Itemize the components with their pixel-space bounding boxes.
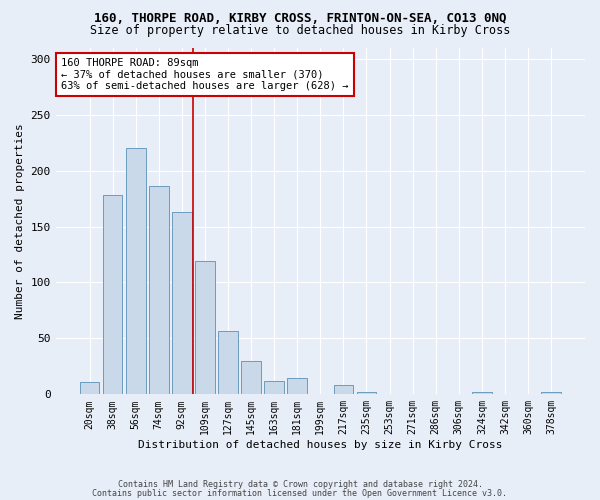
Bar [103, 195, 122, 394]
Bar [172, 212, 191, 394]
Text: 160, THORPE ROAD, KIRBY CROSS, FRINTON-ON-SEA, CO13 0NQ: 160, THORPE ROAD, KIRBY CROSS, FRINTON-O… [94, 12, 506, 26]
Bar [334, 386, 353, 394]
Y-axis label: Number of detached properties: Number of detached properties [15, 123, 25, 319]
X-axis label: Distribution of detached houses by size in Kirby Cross: Distribution of detached houses by size … [138, 440, 503, 450]
Bar [541, 392, 561, 394]
Bar [149, 186, 169, 394]
Bar [356, 392, 376, 394]
Bar [287, 378, 307, 394]
Bar [241, 361, 261, 394]
Bar [126, 148, 146, 394]
Bar [80, 382, 100, 394]
Bar [195, 261, 215, 394]
Text: Contains public sector information licensed under the Open Government Licence v3: Contains public sector information licen… [92, 489, 508, 498]
Text: Contains HM Land Registry data © Crown copyright and database right 2024.: Contains HM Land Registry data © Crown c… [118, 480, 482, 489]
Text: 160 THORPE ROAD: 89sqm
← 37% of detached houses are smaller (370)
63% of semi-de: 160 THORPE ROAD: 89sqm ← 37% of detached… [61, 58, 349, 91]
Bar [472, 392, 492, 394]
Bar [218, 330, 238, 394]
Text: Size of property relative to detached houses in Kirby Cross: Size of property relative to detached ho… [90, 24, 510, 37]
Bar [265, 381, 284, 394]
